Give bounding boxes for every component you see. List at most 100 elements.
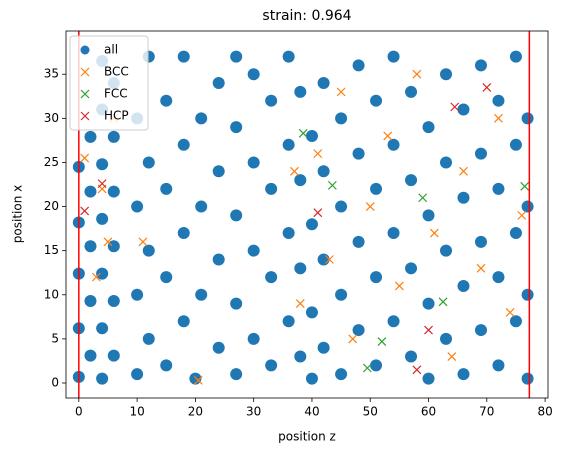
point bbox=[422, 297, 435, 310]
point bbox=[509, 315, 522, 328]
point bbox=[474, 147, 487, 160]
point bbox=[370, 271, 383, 284]
point bbox=[298, 128, 308, 138]
legend-marker bbox=[80, 89, 90, 99]
point bbox=[313, 208, 323, 218]
point bbox=[335, 288, 348, 301]
point bbox=[474, 324, 487, 337]
point bbox=[509, 227, 522, 240]
point bbox=[230, 50, 243, 63]
point bbox=[482, 83, 492, 92]
point bbox=[494, 113, 503, 123]
point bbox=[317, 341, 330, 354]
point bbox=[492, 182, 505, 195]
point bbox=[282, 138, 295, 151]
legend-marker bbox=[80, 67, 90, 77]
point bbox=[189, 372, 202, 385]
y-tick-label: 30 bbox=[44, 111, 59, 125]
point bbox=[305, 218, 318, 231]
point bbox=[230, 297, 243, 310]
point bbox=[521, 112, 534, 125]
point bbox=[247, 156, 260, 169]
x-tick-label: 80 bbox=[537, 405, 552, 419]
point bbox=[230, 121, 243, 134]
legend-marker bbox=[80, 111, 90, 121]
plot-frame bbox=[65, 30, 549, 399]
point bbox=[107, 349, 120, 362]
point bbox=[405, 262, 418, 275]
point bbox=[438, 297, 448, 307]
point bbox=[505, 308, 515, 317]
point bbox=[521, 288, 534, 301]
y-tick-label: 35 bbox=[44, 67, 59, 81]
point bbox=[327, 180, 337, 190]
point bbox=[282, 227, 295, 240]
point bbox=[422, 372, 435, 385]
point bbox=[97, 179, 107, 189]
point bbox=[429, 228, 439, 238]
point bbox=[294, 174, 307, 187]
point bbox=[447, 352, 457, 361]
point bbox=[450, 102, 460, 112]
point bbox=[160, 359, 173, 372]
x-tick-label: 0 bbox=[75, 405, 83, 419]
point bbox=[457, 191, 470, 204]
point bbox=[265, 94, 278, 107]
point bbox=[96, 212, 109, 225]
point bbox=[282, 315, 295, 328]
point bbox=[138, 237, 148, 247]
point bbox=[313, 149, 323, 159]
point bbox=[84, 130, 97, 143]
point bbox=[80, 206, 90, 216]
point bbox=[325, 255, 334, 264]
point bbox=[509, 138, 522, 151]
point bbox=[412, 365, 422, 375]
point bbox=[265, 359, 278, 372]
point bbox=[305, 306, 318, 319]
point bbox=[103, 237, 113, 247]
point bbox=[459, 166, 468, 176]
point bbox=[91, 272, 101, 282]
point bbox=[131, 368, 144, 381]
y-tick-label: 0 bbox=[51, 376, 59, 390]
point bbox=[474, 59, 487, 72]
point bbox=[418, 193, 428, 203]
point bbox=[177, 227, 190, 240]
y-axis-label: position x bbox=[11, 185, 25, 243]
point bbox=[317, 165, 330, 178]
point bbox=[305, 372, 318, 385]
point bbox=[84, 240, 97, 253]
point bbox=[195, 288, 208, 301]
point bbox=[195, 200, 208, 213]
x-tick-label: 60 bbox=[421, 405, 436, 419]
point bbox=[96, 322, 109, 335]
y-tick-label: 25 bbox=[44, 155, 59, 169]
point bbox=[387, 315, 400, 328]
point bbox=[336, 87, 346, 97]
point bbox=[305, 129, 318, 142]
point bbox=[517, 210, 527, 220]
x-tick-label: 50 bbox=[363, 405, 378, 419]
point bbox=[476, 263, 486, 273]
point bbox=[107, 185, 120, 198]
point bbox=[96, 267, 109, 280]
point bbox=[422, 121, 435, 134]
point bbox=[80, 153, 90, 163]
point bbox=[142, 332, 155, 345]
point bbox=[282, 50, 295, 63]
y-tick-label: 20 bbox=[44, 199, 59, 213]
point bbox=[96, 158, 109, 171]
legend-box bbox=[69, 35, 149, 131]
point bbox=[370, 182, 383, 195]
point bbox=[160, 182, 173, 195]
point bbox=[457, 103, 470, 116]
point bbox=[335, 200, 348, 213]
point bbox=[521, 200, 534, 213]
point bbox=[352, 235, 365, 248]
x-tick-label: 20 bbox=[188, 405, 203, 419]
point bbox=[177, 315, 190, 328]
point bbox=[492, 271, 505, 284]
point bbox=[377, 337, 387, 346]
point bbox=[352, 147, 365, 160]
